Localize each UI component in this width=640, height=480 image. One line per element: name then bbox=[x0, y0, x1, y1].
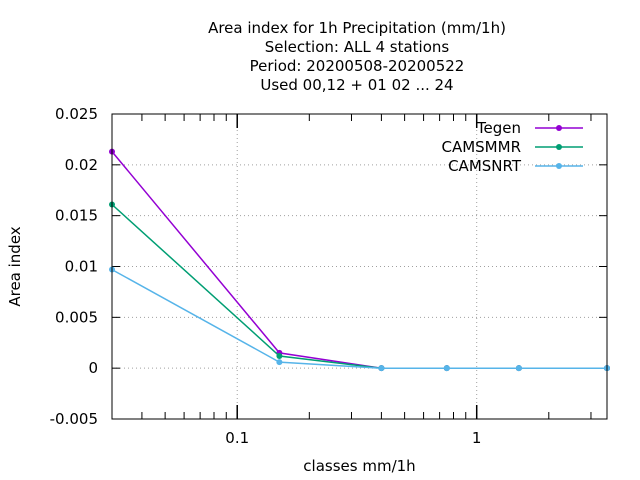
y-tick-label: 0.02 bbox=[65, 156, 98, 174]
x-tick-label: 1 bbox=[472, 429, 482, 447]
series-line bbox=[111, 151, 607, 369]
legend-marker bbox=[556, 163, 562, 169]
title-line: Selection: ALL 4 stations bbox=[265, 38, 450, 56]
x-tick-label: 0.1 bbox=[225, 429, 249, 447]
legend-marker bbox=[556, 125, 562, 131]
data-point bbox=[378, 365, 385, 372]
y-tick-label: 0.025 bbox=[55, 105, 98, 123]
data-point bbox=[276, 359, 283, 366]
y-tick-label: 0 bbox=[88, 359, 98, 377]
series-line bbox=[111, 203, 607, 369]
chart-title: Area index for 1h Precipitation (mm/1h)S… bbox=[208, 19, 506, 94]
legend-label: CAMSMMR bbox=[441, 138, 521, 156]
y-tick-label: 0.01 bbox=[65, 258, 98, 276]
y-tick-label: -0.005 bbox=[50, 410, 98, 428]
y-tick-label: 0.015 bbox=[55, 207, 98, 225]
title-line: Used 00,12 + 01 02 ... 24 bbox=[260, 76, 453, 94]
ticks: -0.005 0 0.005 0.01 0.015 0.02 0.025 0.1 1 bbox=[50, 105, 607, 447]
legend-label: Tegen bbox=[476, 119, 521, 137]
title-line: Period: 20200508-20200522 bbox=[250, 57, 465, 75]
series bbox=[109, 148, 610, 372]
x-axis-label: classes mm/1h bbox=[303, 457, 415, 475]
legend-marker bbox=[556, 144, 562, 150]
legend-label: CAMSNRT bbox=[448, 157, 522, 175]
data-point bbox=[443, 365, 450, 372]
title-line: Area index for 1h Precipitation (mm/1h) bbox=[208, 19, 506, 37]
plot-frame bbox=[111, 113, 608, 420]
y-tick-label: 0.005 bbox=[55, 308, 98, 326]
data-point bbox=[276, 352, 283, 359]
y-axis-label: Area index bbox=[6, 226, 24, 306]
grid bbox=[112, 114, 607, 419]
data-point bbox=[515, 365, 522, 372]
series-line bbox=[111, 268, 607, 369]
